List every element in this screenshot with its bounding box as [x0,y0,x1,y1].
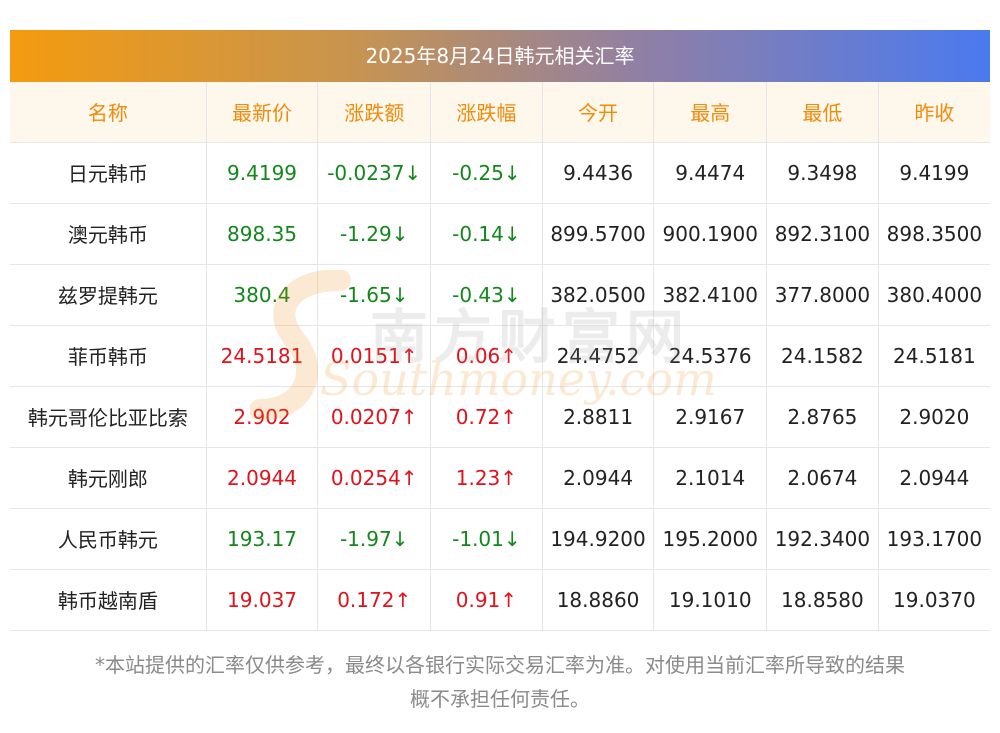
row-latest: 2.902 [206,386,319,448]
header-high: 最高 [653,82,768,143]
row-low: 9.3498 [766,142,879,204]
row-high: 2.9167 [653,386,768,448]
row-low: 892.3100 [766,203,879,265]
row-name: 日元韩币 [10,142,207,204]
row-prev: 193.1700 [878,508,990,570]
row-high: 382.4100 [653,264,768,326]
row-name: 兹罗提韩元 [10,264,207,326]
row-prev: 2.0944 [878,447,990,509]
row-change: 0.0254↑ [317,447,432,509]
row-open: 24.4752 [542,325,655,387]
table-header-row: 名称 最新价 涨跌额 涨跌幅 今开 最高 最低 昨收 [10,82,990,143]
row-open: 2.8811 [542,386,655,448]
row-low: 192.3400 [766,508,879,570]
header-open: 今开 [542,82,655,143]
row-pct: -0.43↓ [430,264,543,326]
row-latest: 898.35 [206,203,319,265]
row-open: 194.9200 [542,508,655,570]
row-low: 2.8765 [766,386,879,448]
row-latest: 193.17 [206,508,319,570]
row-high: 19.1010 [653,569,768,631]
table-row: 澳元韩币 898.35 -1.29↓ -0.14↓ 899.5700 900.1900 89… [10,203,990,265]
row-prev: 19.0370 [878,569,990,631]
row-prev: 2.9020 [878,386,990,448]
table-row: 日元韩币 9.4199 -0.0237↓ -0.25↓ 9.4436 9.4474 9.34… [10,142,990,204]
row-pct: -0.14↓ [430,203,543,265]
header-latest: 最新价 [206,82,319,143]
row-change: -1.29↓ [317,203,432,265]
table-title: 2025年8月24日韩元相关汇率 [10,30,990,82]
row-open: 9.4436 [542,142,655,204]
header-change: 涨跌额 [317,82,432,143]
row-pct: -1.01↓ [430,508,543,570]
row-name: 韩元刚郎 [10,447,207,509]
rate-table-container: 2025年8月24日韩元相关汇率 名称 最新价 涨跌额 涨跌幅 今开 最高 最低… [10,30,990,631]
disclaimer-line-2: 概不承担任何责任。 [410,687,590,711]
row-latest: 24.5181 [206,325,319,387]
row-low: 24.1582 [766,325,879,387]
row-change: -0.0237↓ [317,142,432,204]
row-name: 人民币韩元 [10,508,207,570]
row-latest: 380.4 [206,264,319,326]
row-pct: -0.25↓ [430,142,543,204]
row-latest: 19.037 [206,569,319,631]
header-pct: 涨跌幅 [430,82,543,143]
table-row: 人民币韩元 193.17 -1.97↓ -1.01↓ 194.9200 195.2000 1… [10,508,990,570]
row-open: 18.8860 [542,569,655,631]
row-high: 2.1014 [653,447,768,509]
row-low: 377.8000 [766,264,879,326]
row-pct: 1.23↑ [430,447,543,509]
row-change: -1.97↓ [317,508,432,570]
row-high: 195.2000 [653,508,768,570]
header-low: 最低 [766,82,879,143]
row-pct: 0.72↑ [430,386,543,448]
row-prev: 898.3500 [878,203,990,265]
header-name: 名称 [10,82,207,143]
row-prev: 380.4000 [878,264,990,326]
table-row: 菲币韩币 24.5181 0.0151↑ 0.06↑ 24.4752 24.5376 24.… [10,325,990,387]
rate-table: 名称 最新价 涨跌额 涨跌幅 今开 最高 最低 昨收 日元韩币 9.4199 -0.… [10,82,990,631]
table-row: 兹罗提韩元 380.4 -1.65↓ -0.43↓ 382.0500 382.4100 37… [10,264,990,326]
row-high: 900.1900 [653,203,768,265]
row-latest: 9.4199 [206,142,319,204]
row-name: 韩币越南盾 [10,569,207,631]
table-row: 韩元哥伦比亚比索 2.902 0.0207↑ 0.72↑ 2.8811 2.9167 2.8… [10,386,990,448]
table-row: 韩元刚郎 2.0944 0.0254↑ 1.23↑ 2.0944 2.1014 2.0674… [10,447,990,509]
row-open: 382.0500 [542,264,655,326]
table-row: 韩币越南盾 19.037 0.172↑ 0.91↑ 18.8860 19.1010 18.8… [10,569,990,631]
row-prev: 9.4199 [878,142,990,204]
row-high: 24.5376 [653,325,768,387]
header-prev: 昨收 [878,82,990,143]
row-open: 899.5700 [542,203,655,265]
row-change: 0.0151↑ [317,325,432,387]
row-low: 18.8580 [766,569,879,631]
disclaimer-footnote: *本站提供的汇率仅供参考，最终以各银行实际交易汇率为准。对使用当前汇率所导致的结… [10,648,990,716]
row-name: 澳元韩币 [10,203,207,265]
row-change: 0.0207↑ [317,386,432,448]
disclaimer-line-1: *本站提供的汇率仅供参考，最终以各银行实际交易汇率为准。对使用当前汇率所导致的结… [95,653,905,677]
row-latest: 2.0944 [206,447,319,509]
row-change: -1.65↓ [317,264,432,326]
row-low: 2.0674 [766,447,879,509]
row-open: 2.0944 [542,447,655,509]
row-name: 韩元哥伦比亚比索 [10,386,207,448]
row-change: 0.172↑ [317,569,432,631]
row-prev: 24.5181 [878,325,990,387]
row-name: 菲币韩币 [10,325,207,387]
row-pct: 0.91↑ [430,569,543,631]
row-pct: 0.06↑ [430,325,543,387]
row-high: 9.4474 [653,142,768,204]
